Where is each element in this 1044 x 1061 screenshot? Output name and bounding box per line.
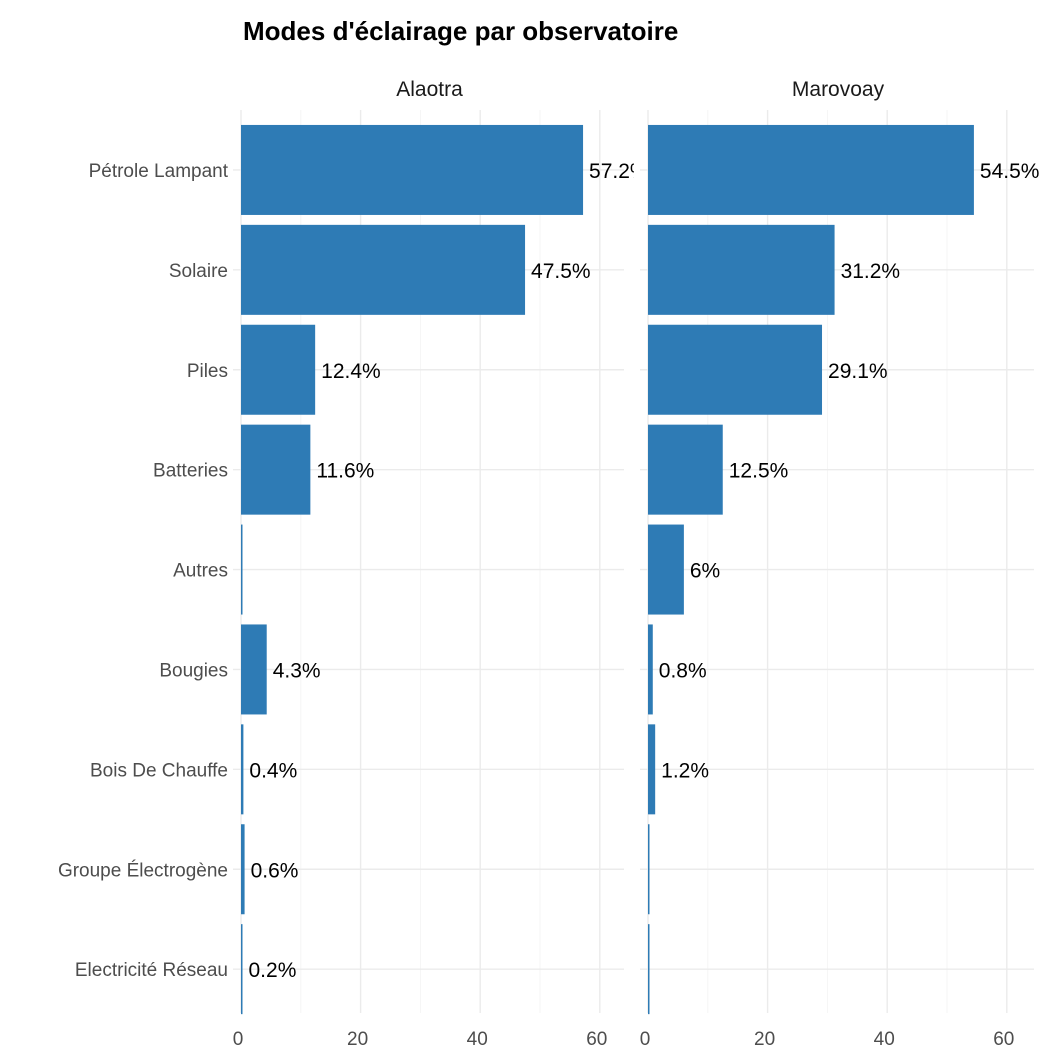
chart-title: Modes d'éclairage par observatoire xyxy=(243,16,678,46)
category-label: Bougies xyxy=(159,660,228,681)
bar xyxy=(241,824,245,915)
bar xyxy=(241,724,244,815)
data-label: 0.6% xyxy=(251,859,299,882)
data-label: 1.2% xyxy=(661,759,709,782)
x-tick-label: 0 xyxy=(640,1029,651,1050)
bar xyxy=(648,124,974,215)
data-label: 31.2% xyxy=(841,260,901,283)
category-label: Autres xyxy=(173,561,228,582)
facet-panel-alaotra: 57.2% 47.5% 12.4% 11.6% 4.3% 0.4% 0.6% 0.2% xyxy=(233,110,649,1015)
bar xyxy=(648,324,823,415)
data-label: 0.8% xyxy=(659,659,707,682)
bar xyxy=(241,224,526,315)
category-label: Groupe Électrogène xyxy=(58,860,228,881)
bar xyxy=(648,624,653,715)
facet-title: Alaotra xyxy=(396,78,463,101)
x-tick-label: 60 xyxy=(586,1029,607,1050)
category-label: Solaire xyxy=(169,261,228,282)
bar xyxy=(241,324,316,415)
bar xyxy=(648,224,835,315)
category-label: Electricité Réseau xyxy=(75,960,228,981)
data-label: 29.1% xyxy=(828,360,888,383)
x-tick-label: 60 xyxy=(993,1029,1014,1050)
category-label: Pétrole Lampant xyxy=(89,161,229,182)
bar xyxy=(241,524,243,615)
x-tick-label: 40 xyxy=(467,1029,488,1050)
bar xyxy=(241,624,267,715)
facet-panel-marovoay: 54.5% 31.2% 29.1% 12.5% 6% 0.8% 1.2% xyxy=(640,110,1040,1015)
bar xyxy=(648,724,656,815)
data-label: 12.4% xyxy=(321,360,381,383)
x-tick-label: 0 xyxy=(233,1029,244,1050)
x-tick-label: 20 xyxy=(754,1029,775,1050)
facet-title: Marovoay xyxy=(792,78,885,101)
x-tick-label: 40 xyxy=(874,1029,895,1050)
category-label: Piles xyxy=(187,361,228,382)
bar xyxy=(241,924,243,1015)
data-label: 0.4% xyxy=(249,759,297,782)
x-tick-label: 20 xyxy=(347,1029,368,1050)
data-label: 54.5% xyxy=(980,160,1040,183)
bar xyxy=(241,424,311,515)
data-label: 6% xyxy=(690,560,720,583)
data-label: 11.6% xyxy=(316,460,374,483)
category-label: Bois De Chauffe xyxy=(90,760,228,781)
bar xyxy=(648,924,650,1015)
category-label: Batteries xyxy=(153,461,228,482)
bar xyxy=(648,824,650,915)
data-label: 57.2% xyxy=(589,160,649,183)
data-label: 12.5% xyxy=(729,460,789,483)
bar xyxy=(648,424,723,515)
bar xyxy=(648,524,684,615)
bar xyxy=(241,124,584,215)
data-label: 47.5% xyxy=(531,260,591,283)
data-label: 0.2% xyxy=(249,959,297,982)
data-label: 4.3% xyxy=(273,659,321,682)
